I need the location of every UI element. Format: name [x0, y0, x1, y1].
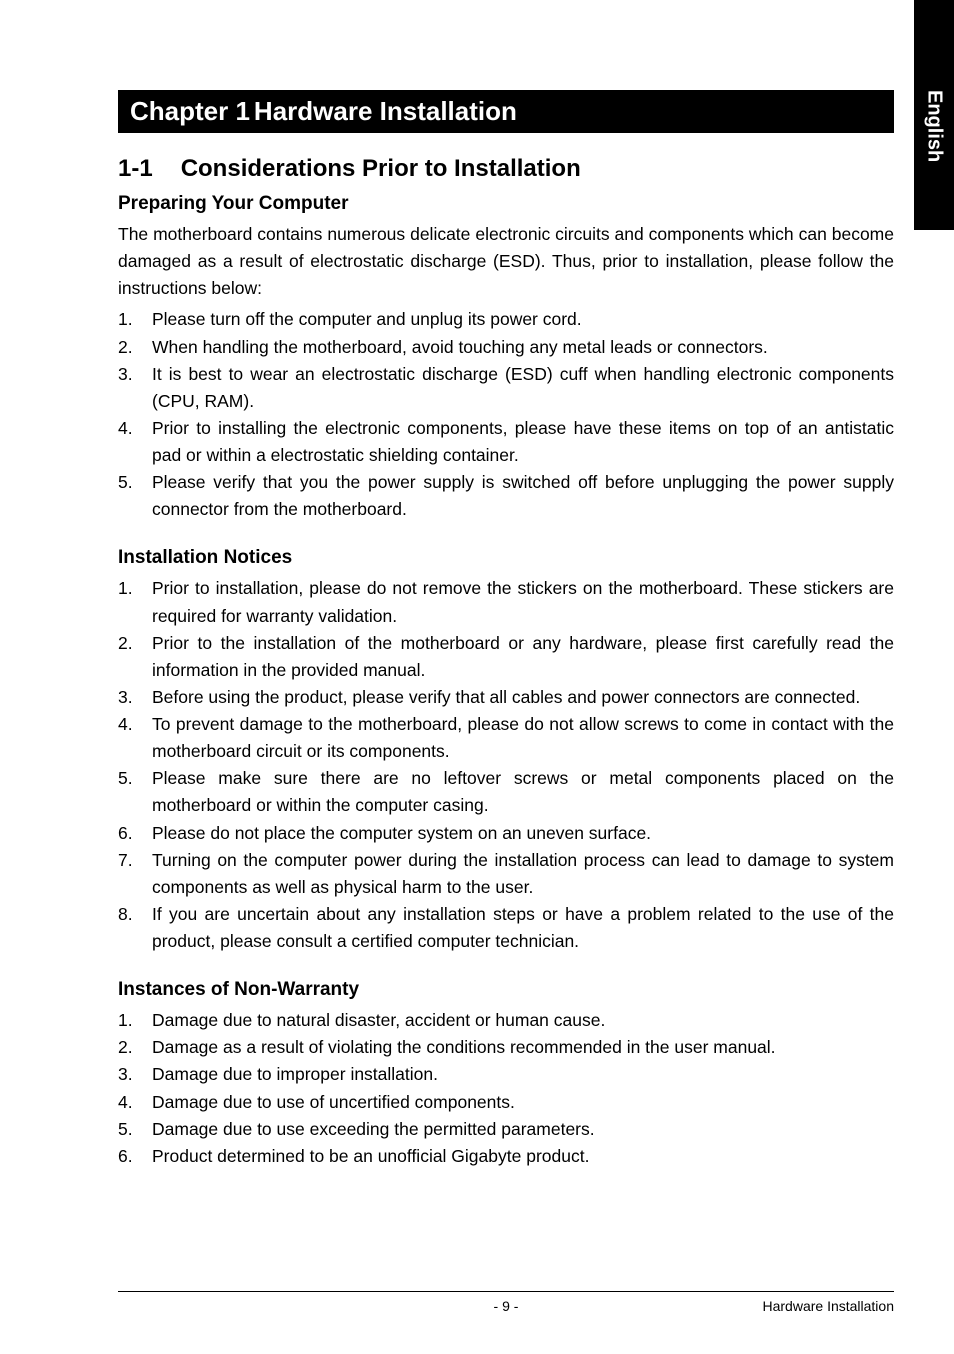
preparing-intro: The motherboard contains numerous delica… — [118, 221, 894, 302]
section-title-text: Considerations Prior to Installation — [181, 155, 581, 183]
list-item: Please do not place the computer system … — [118, 820, 894, 847]
list-item: Damage due to use of uncertified compone… — [118, 1089, 894, 1116]
list-item: To prevent damage to the motherboard, pl… — [118, 711, 894, 765]
list-item: It is best to wear an electrostatic disc… — [118, 361, 894, 415]
nonwarranty-heading: Instances of Non-Warranty — [118, 979, 894, 1001]
preparing-list: Please turn off the computer and unplug … — [118, 306, 894, 523]
list-item: Prior to installing the electronic compo… — [118, 415, 894, 469]
list-item: Please make sure there are no leftover s… — [118, 765, 894, 819]
list-item: Damage due to improper installation. — [118, 1061, 894, 1088]
chapter-prefix: Chapter 1 — [130, 96, 250, 127]
list-item: If you are uncertain about any installat… — [118, 901, 894, 955]
list-item: Turning on the computer power during the… — [118, 847, 894, 901]
page-number: - 9 - — [494, 1298, 519, 1314]
section-number: 1-1 — [118, 155, 153, 183]
notices-heading: Installation Notices — [118, 547, 894, 569]
list-item: Product determined to be an unofficial G… — [118, 1143, 894, 1170]
list-item: Damage due to use exceeding the permitte… — [118, 1116, 894, 1143]
list-item: Prior to the installation of the motherb… — [118, 630, 894, 684]
section-heading: 1-1 Considerations Prior to Installation — [118, 155, 894, 183]
list-item: When handling the motherboard, avoid tou… — [118, 334, 894, 361]
preparing-heading: Preparing Your Computer — [118, 193, 894, 215]
chapter-banner: Chapter 1 Hardware Installation — [118, 90, 894, 133]
page-footer: - 9 - Hardware Installation — [118, 1291, 894, 1314]
page-content: Chapter 1 Hardware Installation 1-1 Cons… — [0, 0, 954, 1354]
nonwarranty-list: Damage due to natural disaster, accident… — [118, 1007, 894, 1170]
list-item: Prior to installation, please do not rem… — [118, 575, 894, 629]
chapter-title: Hardware Installation — [254, 96, 517, 127]
list-item: Damage as a result of violating the cond… — [118, 1034, 894, 1061]
list-item: Damage due to natural disaster, accident… — [118, 1007, 894, 1034]
list-item: Please verify that you the power supply … — [118, 469, 894, 523]
list-item: Please turn off the computer and unplug … — [118, 306, 894, 333]
footer-label: Hardware Installation — [762, 1298, 894, 1314]
notices-list: Prior to installation, please do not rem… — [118, 575, 894, 955]
list-item: Before using the product, please verify … — [118, 684, 894, 711]
